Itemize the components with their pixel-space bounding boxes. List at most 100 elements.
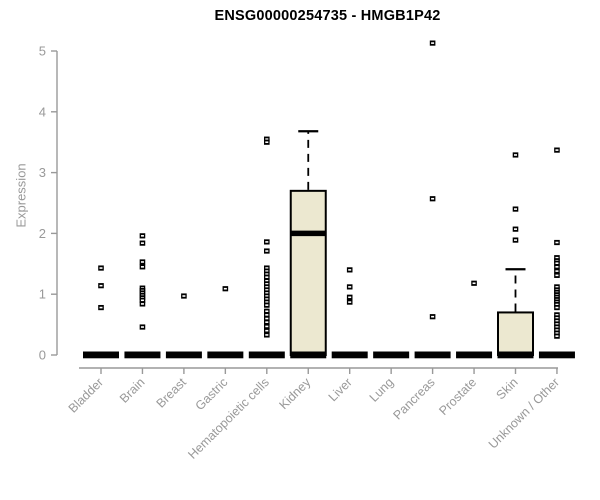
outlier-point-center [555, 274, 559, 277]
outlier-point-center [555, 303, 559, 306]
outlier-point-center [140, 299, 144, 302]
outlier-point-center [431, 197, 435, 200]
zero-bar [373, 351, 410, 359]
outlier-point-center [265, 329, 269, 332]
outlier-point-center [555, 320, 559, 322]
outlier-point-center [140, 303, 144, 305]
outlier-point-center [265, 267, 269, 269]
outlier-point-center [555, 323, 559, 325]
outlier-point-center [99, 284, 103, 287]
box [289, 189, 327, 356]
outlier-point-center [555, 270, 559, 272]
outlier-point-center [348, 286, 352, 288]
outlier-point-center [265, 289, 269, 291]
y-axis-label: Expression [13, 163, 29, 228]
outlier-point-center [555, 149, 559, 151]
x-tick-label: Kidney [276, 375, 313, 412]
zero-bar [248, 351, 285, 359]
outlier-point-center [265, 304, 269, 306]
outlier-point-center [514, 154, 517, 156]
box [497, 311, 534, 357]
outlier-point-center [140, 261, 144, 263]
outlier-point-center [140, 326, 144, 328]
outlier-point-center [555, 286, 559, 288]
outlier-point-center [555, 266, 559, 268]
outlier-point-center [265, 276, 269, 278]
outlier-point-center [265, 241, 269, 243]
outlier-point-center [140, 235, 144, 237]
outlier-point-center [555, 332, 559, 334]
outlier-point-center [265, 141, 269, 143]
outlier-point-center [99, 267, 103, 269]
outlier-point-center [265, 270, 269, 272]
x-tick-label: Liver [326, 375, 355, 404]
x-tick-label: Bladder [66, 375, 106, 415]
outlier-point-center [514, 208, 517, 210]
outlier-point-center [140, 266, 144, 268]
zero-bar [538, 351, 575, 359]
x-tick-label: Skin [494, 375, 521, 402]
y-tick-label: 2 [39, 226, 46, 241]
outlier-point-center [555, 326, 559, 328]
y-tick-label: 3 [39, 165, 46, 180]
outlier-point-center [265, 321, 269, 323]
outlier-point-center [265, 298, 269, 300]
outlier-point-center [265, 310, 269, 313]
outlier-point-center [182, 295, 186, 297]
zero-bar [124, 351, 161, 359]
zero-bar [83, 351, 119, 359]
outlier-point-center [472, 282, 476, 285]
zero-bar [290, 351, 327, 359]
outlier-point-center [265, 250, 269, 252]
outlier-point-center [99, 306, 103, 309]
outlier-point-center [555, 314, 559, 316]
outlier-point-center [431, 42, 435, 44]
x-tick-label: Pancreas [390, 375, 437, 422]
outlier-point-center [265, 286, 269, 288]
outlier-point-center [514, 239, 517, 241]
outlier-point-center [555, 329, 559, 331]
outlier-point-center [555, 241, 559, 244]
zero-bar [207, 351, 244, 359]
x-tick-label: Prostate [436, 375, 479, 418]
outlier-point-center [265, 273, 269, 275]
outlier-point-center [265, 280, 269, 282]
x-tick-label: Breast [154, 375, 190, 411]
y-tick-label: 1 [39, 287, 46, 302]
zero-bar [165, 351, 202, 359]
x-tick-label: Unknown / Other [486, 375, 562, 451]
outlier-point-center [514, 228, 517, 230]
outlier-point-center [265, 301, 269, 303]
outlier-point-center [265, 325, 269, 328]
outlier-point-center [265, 314, 269, 316]
y-tick-label: 5 [39, 44, 46, 59]
outlier-point-center [555, 317, 559, 319]
outlier-point-center [431, 315, 435, 318]
zero-bar [414, 351, 451, 359]
x-tick-label: Gastric [193, 375, 231, 413]
outlier-point-center [265, 317, 269, 320]
x-tick-label: Brain [117, 375, 148, 406]
y-tick-label: 4 [39, 104, 46, 119]
outlier-point-center [348, 296, 352, 299]
outlier-point-center [265, 138, 269, 140]
outlier-point-center [265, 295, 269, 297]
x-tick-label: Hematopoietic cells [185, 375, 272, 462]
outlier-point-center [348, 269, 352, 271]
outlier-point-center [555, 262, 559, 264]
y-tick-label: 0 [39, 348, 46, 363]
outlier-point-center [265, 292, 269, 294]
zero-bar [497, 351, 534, 359]
outlier-point-center [223, 287, 227, 290]
outlier-point-center [140, 242, 144, 244]
outlier-point-center [555, 335, 559, 337]
zero-bar [456, 351, 493, 359]
chart-title: ENSG00000254735 - HMGB1P42 [214, 8, 441, 24]
x-tick-label: Lung [367, 375, 397, 405]
outlier-point-center [265, 334, 269, 336]
zero-bar [331, 351, 368, 359]
outlier-point-center [348, 301, 352, 303]
outlier-point-center [555, 256, 559, 259]
